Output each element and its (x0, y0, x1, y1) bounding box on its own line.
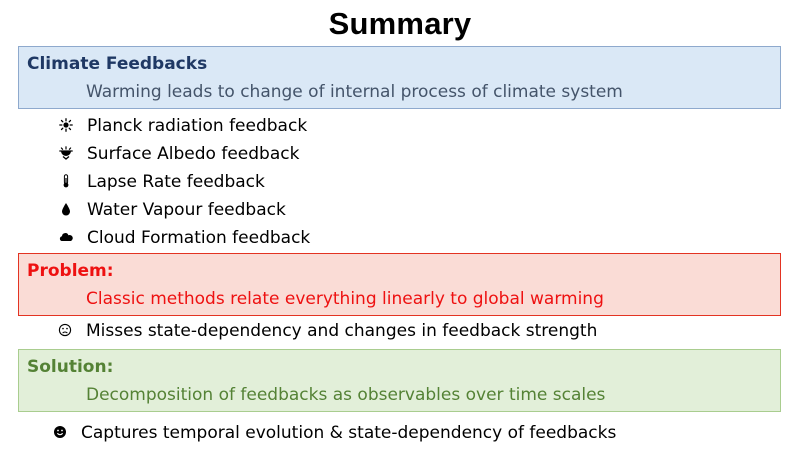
problem-description: Classic methods relate everything linear… (86, 289, 604, 309)
solution-description: Decomposition of feedbacks as observable… (86, 385, 606, 405)
solution-heading: Solution: (27, 357, 114, 377)
feedback-label: Planck radiation feedback (87, 116, 308, 136)
climate-feedbacks-heading: Climate Feedbacks (27, 54, 208, 74)
feedback-label: Lapse Rate feedback (87, 172, 265, 192)
slide-title: Summary (328, 6, 472, 41)
feedback-item-cloud: Cloud Formation feedback (59, 227, 310, 249)
solution-point-text: Captures temporal evolution & state-depe… (81, 423, 617, 443)
feedback-label: Cloud Formation feedback (87, 228, 311, 248)
feedback-label: Water Vapour feedback (87, 200, 286, 220)
feedback-label: Surface Albedo feedback (87, 144, 300, 164)
problem-heading: Problem: (27, 261, 114, 281)
happy-face-icon (53, 425, 67, 439)
solution-point: Captures temporal evolution & state-depe… (53, 422, 616, 444)
feedback-item-albedo: Surface Albedo feedback (59, 143, 299, 165)
solution-box: Solution: Decomposition of feedbacks as … (18, 349, 781, 412)
sad-face-icon (58, 323, 72, 337)
feedback-item-water-vapour: Water Vapour feedback (59, 199, 286, 221)
feedback-item-planck: Planck radiation feedback (59, 115, 307, 137)
thermometer-icon (59, 174, 73, 188)
sun-over-surface-icon (59, 146, 73, 160)
sun-icon (59, 118, 73, 132)
problem-box: Problem: Classic methods relate everythi… (18, 253, 781, 316)
feedback-item-lapse-rate: Lapse Rate feedback (59, 171, 265, 193)
problem-point-text: Misses state-dependency and changes in f… (86, 321, 598, 341)
climate-feedbacks-box: Climate Feedbacks Warming leads to chang… (18, 46, 781, 109)
cloud-icon (59, 230, 73, 244)
problem-point: Misses state-dependency and changes in f… (58, 320, 597, 342)
water-drop-icon (59, 202, 73, 216)
climate-feedbacks-description: Warming leads to change of internal proc… (86, 82, 623, 102)
